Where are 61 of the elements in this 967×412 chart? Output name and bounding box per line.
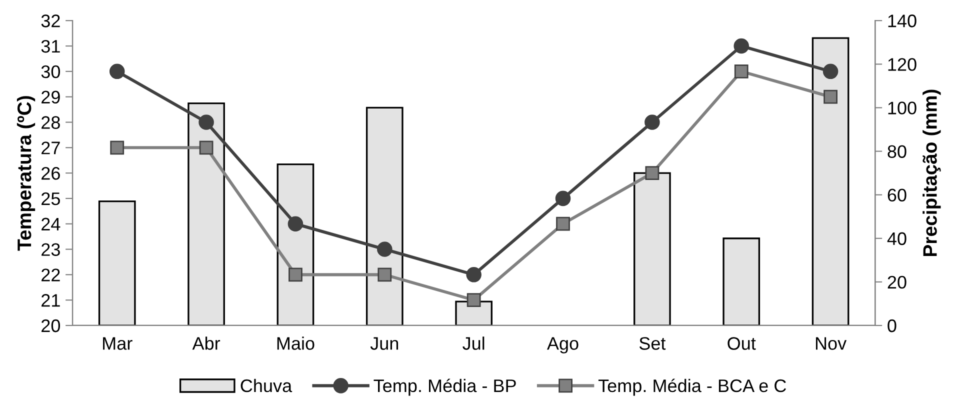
point [377,242,392,257]
bar [98,200,136,326]
y-tick-label: 32 [41,14,60,28]
y2-tick-label: 0 [888,319,896,332]
x-tick-label: Maio [277,336,314,350]
point [199,140,214,155]
y-tick-label: 24 [42,218,60,230]
bar [455,300,492,326]
y2-tick-label: 80 [888,145,906,158]
point [198,114,214,130]
point [734,64,748,78]
y-tick-label: 21 [42,294,60,307]
legend-label: Chuva [240,378,292,392]
y2-tick-label: 40 [887,232,906,246]
x-tick-label: Jun [370,337,398,350]
x-tick-label: Jul [462,336,484,350]
y-tick-label: 29 [42,90,60,104]
bar [722,238,760,326]
y-axis-title: Temperatura (ºC) [16,96,36,251]
point [288,216,304,232]
bar [188,102,225,326]
y2-tick-label: 60 [888,188,906,202]
y-tick-label: 20 [42,319,60,332]
y-tick-label: 30 [41,65,60,78]
point [466,293,481,308]
bar [812,37,850,326]
legend-label: Temp. Média - BCA e C [598,378,786,396]
point [645,166,660,180]
point [822,64,838,80]
x-tick-label: Set [639,337,666,350]
point [378,268,392,282]
y-tick-label: 28 [42,116,60,129]
y-tick-label: 26 [42,166,60,180]
y2-tick-label: 100 [888,102,916,114]
y2-axis-title: Precipitação (mm) [922,90,941,256]
y2-tick-label: 20 [888,276,906,289]
bar [634,172,671,326]
point [555,190,571,206]
point [109,64,125,80]
point [466,267,482,282]
bar [276,163,314,326]
y-tick-label: 22 [42,268,60,282]
legend-label: Temp. Média - BP [374,378,516,396]
y-tick-label: 23 [42,243,60,256]
x-tick-label: Out [728,337,756,350]
point [288,268,302,282]
x-tick-label: Ago [546,337,578,354]
point [556,216,570,231]
point [110,140,124,155]
bar [366,106,404,326]
x-tick-label: Nov [816,337,847,350]
y2-tick-label: 140 [888,14,916,28]
y-tick-label: 27 [42,142,60,154]
point [824,90,838,104]
y2-tick-label: 120 [888,58,916,71]
x-tick-label: Abr [192,336,220,350]
y-tick-label: 25 [42,192,60,206]
y-tick-label: 31 [41,40,60,53]
point [734,38,750,54]
point [644,114,660,130]
x-tick-label: Mar [103,337,132,350]
